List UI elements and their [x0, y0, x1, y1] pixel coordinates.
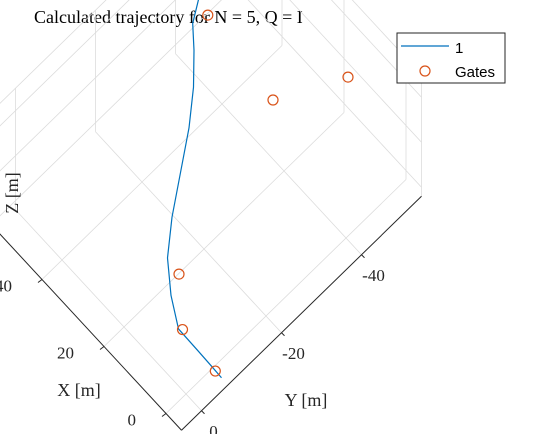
x-tick-mark: [99, 346, 105, 350]
x-tick-mark: [37, 279, 43, 283]
box-edge-top-back: [0, 0, 107, 104]
y-tick-label: 0: [209, 422, 218, 434]
gate-marker-4: [202, 9, 214, 21]
grid-line-wall-x-z: [0, 0, 130, 127]
axis-labels: X [m] Y [m] Z [m]: [2, 172, 327, 410]
grid-line-floor-x: [165, 179, 407, 414]
grid-line-wall-y-z: [247, 0, 422, 188]
y-axis-label: Y [m]: [285, 390, 328, 410]
grid-line-wall-y-z: [289, 0, 422, 143]
x-tick-label: 40: [0, 277, 12, 296]
gate-marker-5: [267, 94, 279, 106]
legend-box: [396, 32, 506, 84]
x-axis-label: X [m]: [57, 380, 101, 400]
x-axis-line: [0, 233, 182, 431]
y-tick-label: -20: [282, 344, 305, 363]
gate-marker-2: [176, 323, 189, 336]
grid-line-wall-y-z: [330, 0, 422, 98]
gate-marker-6: [342, 71, 354, 83]
grid-line-floor-x: [41, 45, 283, 280]
legend: 1 Gates: [396, 32, 506, 84]
z-axis-label: Z [m]: [2, 172, 22, 213]
plot-axes: 020400-20-4001020: [0, 0, 422, 434]
grid-line-wall-x-z: [0, 0, 176, 172]
data-series: [166, 0, 354, 379]
chart-title: Calculated trajectory for N = 5, Q = I: [34, 7, 303, 27]
box-edge-top-left: [351, 0, 422, 76]
tick-labels: 020400-20-4001020: [0, 266, 385, 434]
y-tick-mark: [201, 410, 205, 415]
x-tick-label: 20: [57, 344, 74, 363]
x-tick-mark: [161, 413, 167, 417]
grid-line-wall-x-z: [0, 0, 222, 217]
grid-line-floor-y: [15, 209, 202, 412]
y-tick-label: -40: [362, 266, 385, 285]
y-tick-mark: [281, 332, 285, 337]
grid-lines: [0, 0, 422, 414]
axis-lines: [0, 195, 422, 431]
legend-label-trajectory: 1: [455, 40, 463, 57]
legend-gate-marker: [419, 65, 431, 77]
y-tick-mark: [361, 254, 365, 259]
y-axis-line: [181, 195, 422, 431]
grid-line-floor-y: [175, 53, 362, 256]
grid-line-floor-y: [95, 131, 282, 334]
trajectory-line: [166, 0, 222, 379]
grid-line-floor-x: [103, 112, 345, 347]
gate-marker-1: [209, 365, 221, 377]
x-tick-label: 0: [128, 411, 137, 430]
legend-label-gates: Gates: [455, 64, 495, 81]
gate-marker-3: [173, 268, 185, 280]
